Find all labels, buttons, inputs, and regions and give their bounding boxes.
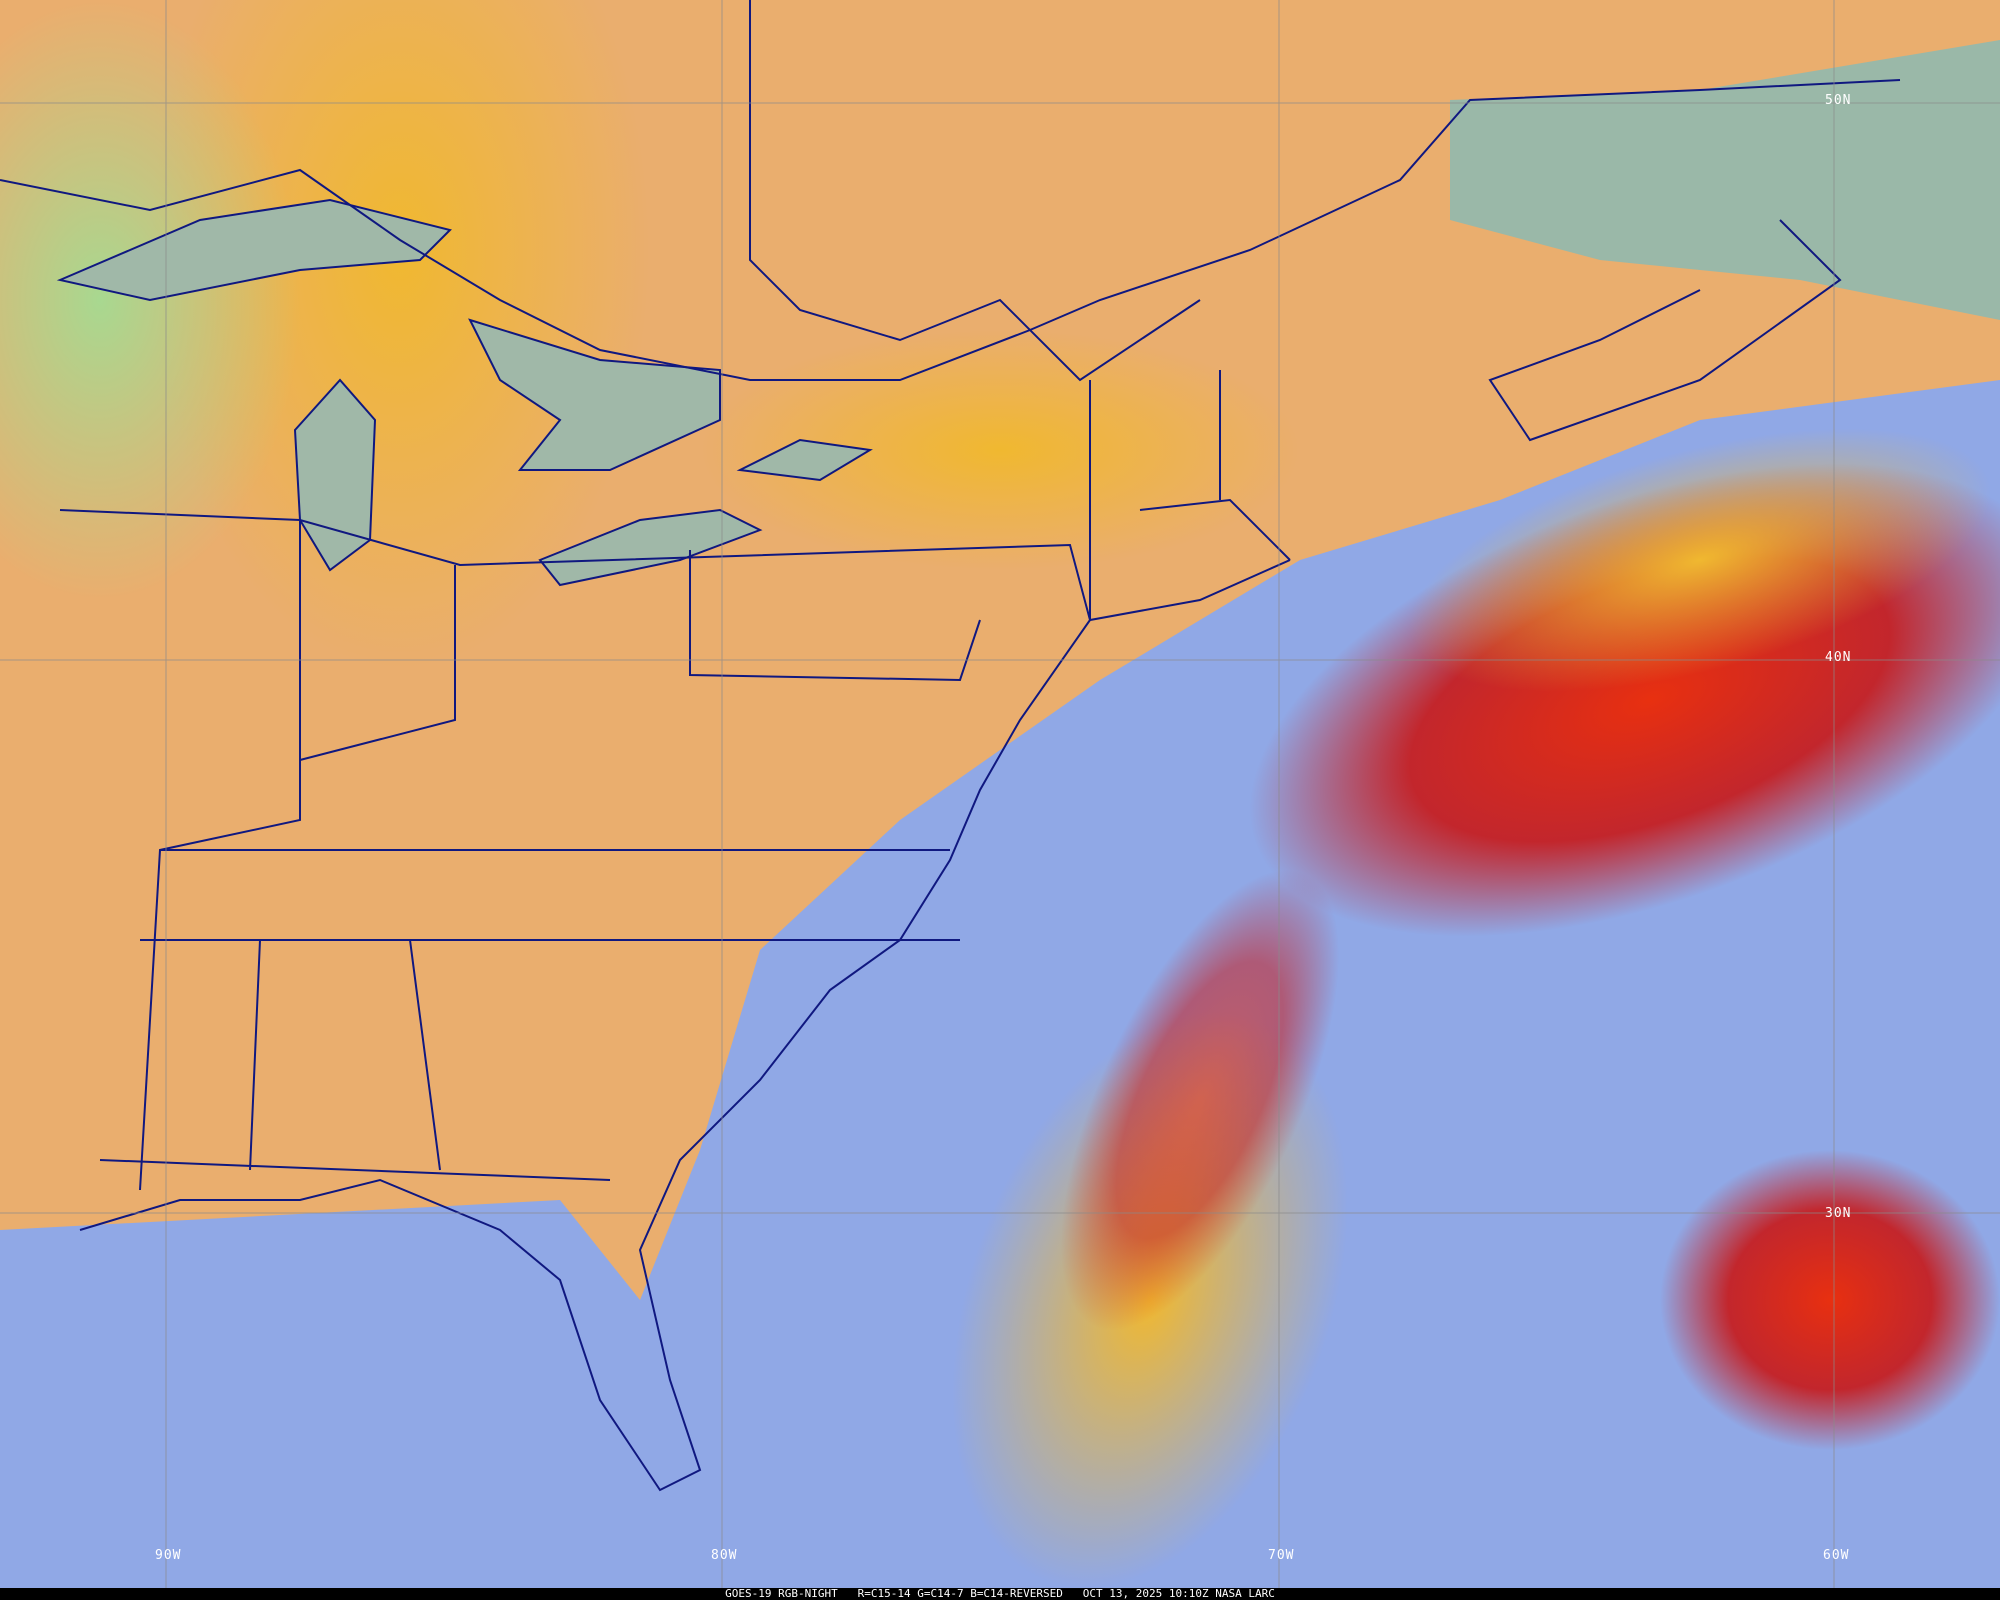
borders: [0, 0, 1901, 1492]
lat-label-30n: 30N: [1825, 1206, 1852, 1221]
lat-label-50n: 50N: [1825, 93, 1852, 108]
gulf-of-st-lawrence: [1450, 40, 2000, 320]
great-lakes: [56, 198, 873, 587]
lon-label-60w: 60W: [1823, 1548, 1850, 1563]
image-caption: GOES-19 RGB-NIGHT R=C15-14 G=C14-7 B=C14…: [0, 1588, 2000, 1600]
lon-label-80w: 80W: [711, 1548, 738, 1563]
lon-label-70w: 70W: [1268, 1548, 1295, 1563]
lon-label-90w: 90W: [155, 1548, 182, 1563]
offshore-low: [1660, 1150, 2000, 1450]
lat-label-40n: 40N: [1825, 650, 1852, 665]
